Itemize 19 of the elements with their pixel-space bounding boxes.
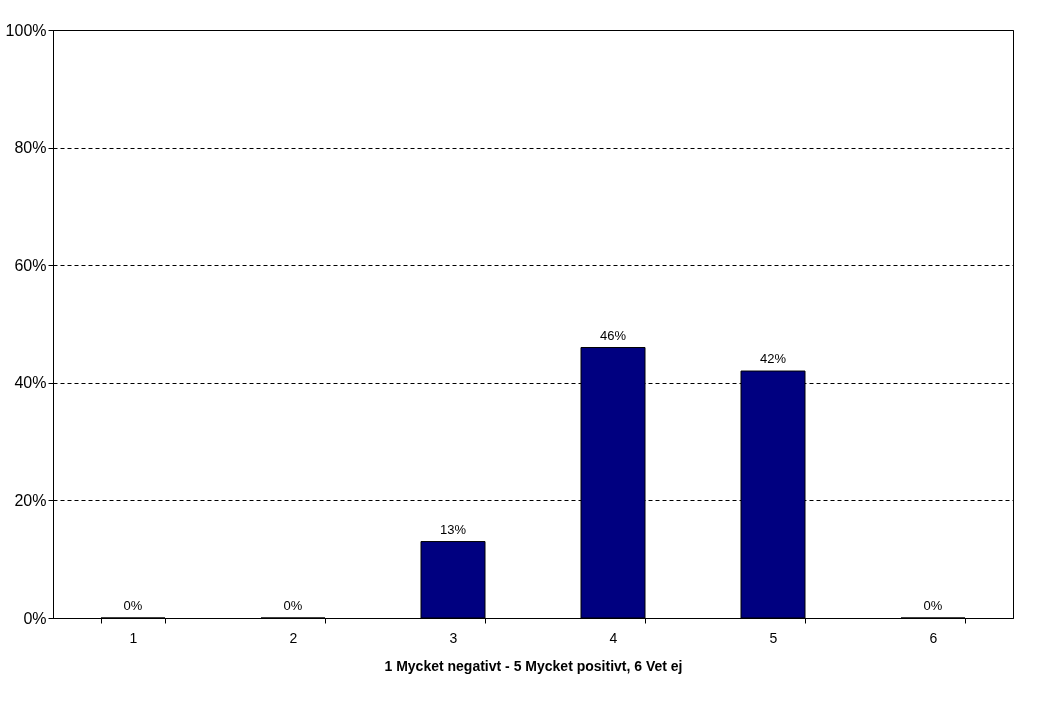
y-tick-label: 100% bbox=[5, 21, 47, 39]
x-axis-title: 1 Mycket negativt - 5 Mycket positivt, 6 Vet ej bbox=[384, 657, 683, 674]
data-label: 13% bbox=[439, 521, 467, 537]
y-tick-label: 80% bbox=[14, 139, 47, 157]
x-tick-label: 1 bbox=[129, 629, 138, 646]
x-tick-label: 4 bbox=[609, 629, 618, 646]
data-label: 0% bbox=[123, 598, 143, 613]
x-tick-label: 5 bbox=[769, 629, 778, 646]
data-label: 0% bbox=[283, 598, 303, 613]
y-tick-label: 20% bbox=[14, 491, 47, 509]
x-tick-label: 2 bbox=[289, 629, 298, 646]
y-tick-label: 60% bbox=[14, 256, 47, 274]
y-tick-label: 0% bbox=[23, 609, 47, 627]
data-label: 0% bbox=[923, 598, 943, 613]
data-label: 42% bbox=[759, 351, 787, 367]
data-label: 46% bbox=[599, 327, 627, 343]
x-tick-label: 6 bbox=[929, 629, 938, 646]
y-tick-label: 40% bbox=[14, 374, 47, 392]
x-tick-label: 3 bbox=[449, 629, 458, 646]
